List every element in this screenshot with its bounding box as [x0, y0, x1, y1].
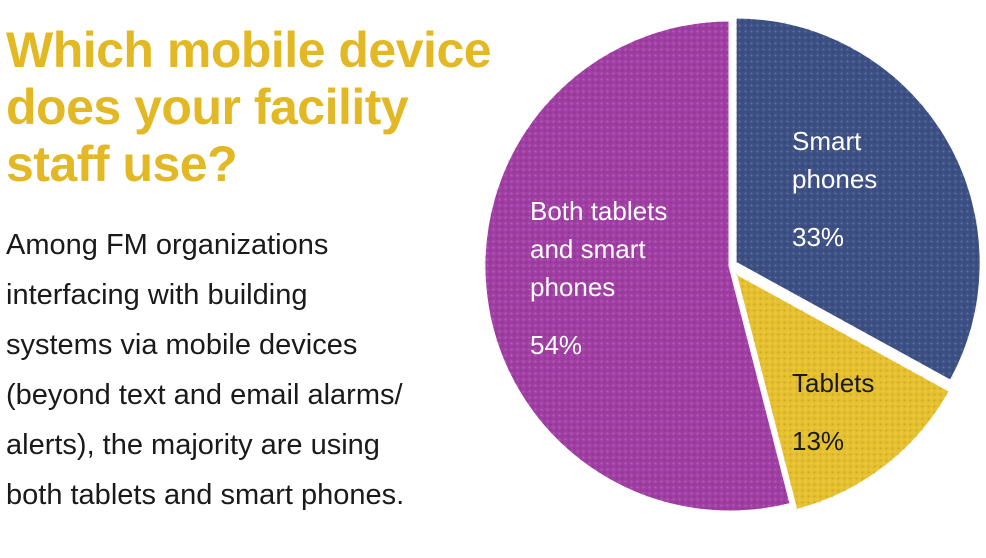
description-line-5: alerts), the majority are using [6, 429, 380, 461]
pie-slice-2 [482, 18, 794, 514]
slice-label-1: Tablets 13% [792, 368, 874, 456]
pie-slice-texture [735, 16, 982, 382]
description-line-1: Among FM organizations [6, 229, 329, 261]
description-line-4: (beyond text and email alarms/ [6, 379, 403, 411]
chart-title: Which mobile device does your facility s… [6, 22, 526, 193]
title-line-2: does your facility [6, 79, 409, 135]
slice-label-0: Smart phones 33% [792, 126, 877, 252]
pie-slice-texture [734, 272, 951, 511]
pie-slice-texture [483, 20, 792, 513]
slice-label-2: Both tablets and smart phones 54% [530, 196, 667, 360]
slice-label-line: phones [530, 272, 615, 302]
title-line-1: Which mobile device [6, 22, 492, 78]
description-line-2: interfacing with building [6, 279, 308, 311]
title-line-3: staff use? [6, 136, 238, 192]
slice-label-line: Smart [792, 126, 862, 156]
slice-value-label: 33% [792, 222, 844, 252]
pie-slice-1 [732, 269, 953, 513]
slice-label-line: and smart [530, 234, 646, 264]
chart-description: Among FM organizations interfacing with … [6, 220, 486, 520]
description-line-6: both tablets and smart phones. [6, 479, 405, 511]
slice-value-label: 54% [530, 330, 582, 360]
slice-label-line: Both tablets [530, 196, 667, 226]
pie-chart: Smart phones 33% Tablets 13% Both tablets and … [482, 15, 983, 514]
slice-label-line: phones [792, 164, 877, 194]
slice-value-label: 13% [792, 426, 844, 456]
slice-label-line: Tablets [792, 368, 874, 398]
description-line-3: systems via mobile devices [6, 329, 358, 361]
pie-slice-0 [733, 15, 983, 384]
